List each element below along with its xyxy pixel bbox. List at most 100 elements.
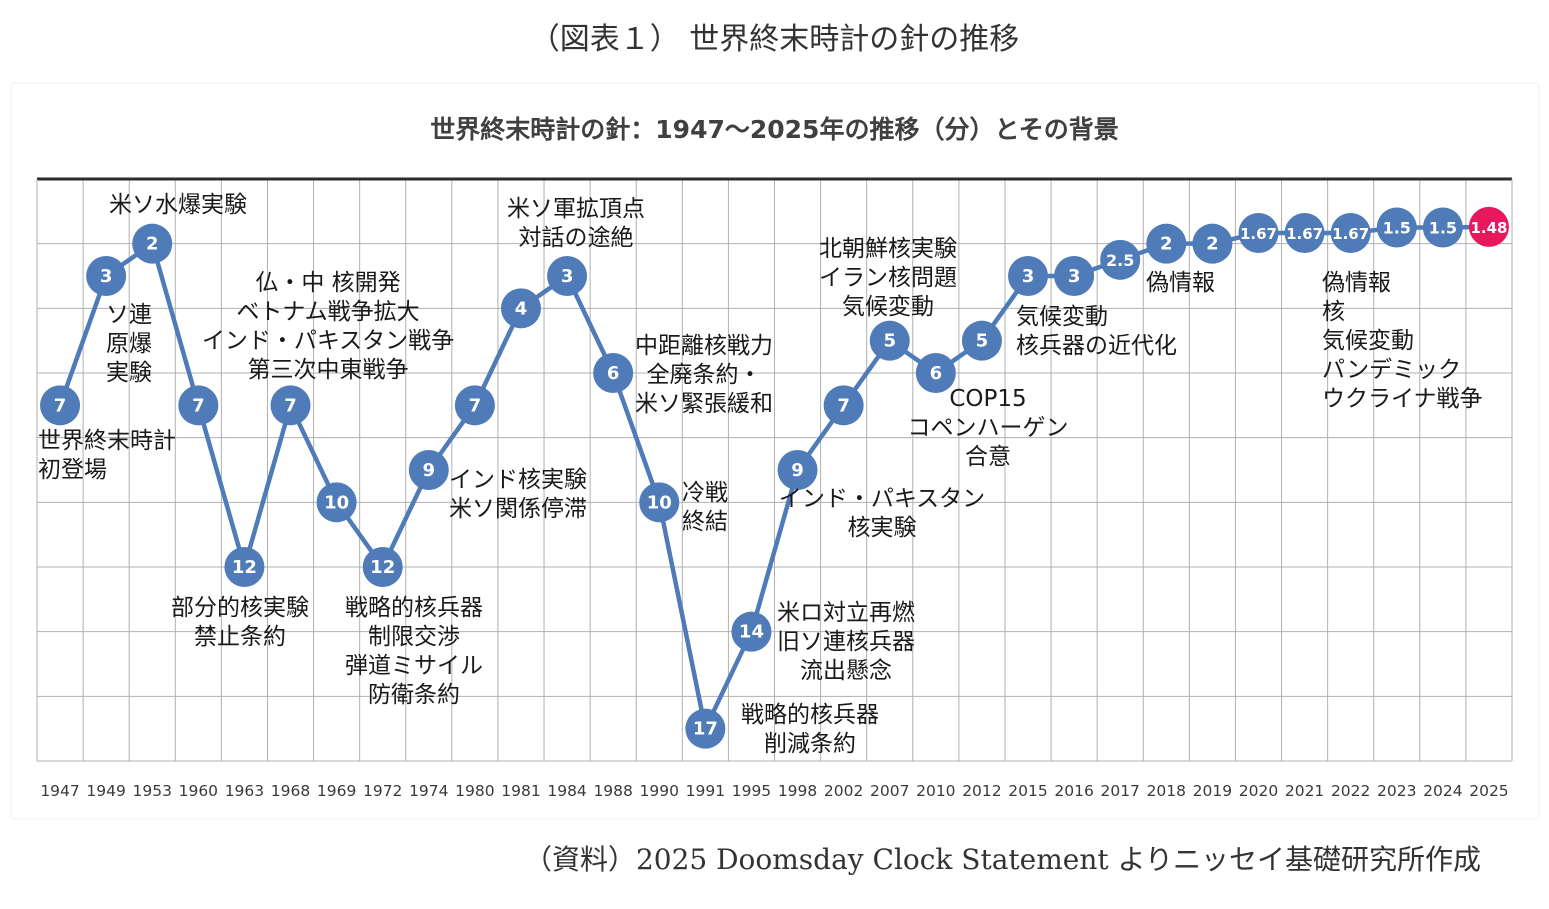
data-point xyxy=(869,320,910,361)
x-tick-label: 2016 xyxy=(1054,782,1093,800)
event-annotation-line: COP15 xyxy=(949,386,1026,412)
event-annotation: 仏・中 核開発ベトナム戦争拡大インド・パキスタン戦争第三次中東戦争 xyxy=(202,270,454,383)
data-label: 3 xyxy=(100,266,113,287)
data-label: 7 xyxy=(192,395,205,416)
event-annotation-line: 禁止条約 xyxy=(194,624,286,650)
data-point xyxy=(685,708,726,749)
event-annotation-line: 原爆 xyxy=(106,331,152,357)
event-annotation-line: コペンハーゲン xyxy=(908,415,1069,441)
event-annotation-line: 第三次中東戦争 xyxy=(248,357,409,383)
event-annotation: ソ連原爆実験 xyxy=(106,302,152,386)
event-annotation-line: 初登場 xyxy=(38,457,107,483)
x-tick-label: 1998 xyxy=(778,782,817,800)
data-point xyxy=(1008,256,1049,296)
event-annotation-line: インド核実験 xyxy=(449,467,587,493)
data-point xyxy=(1284,212,1325,253)
event-annotation: 部分的核実験禁止条約 xyxy=(171,595,309,650)
event-annotation: 中距離核戦力全廃条約・米ソ緊張緩和 xyxy=(635,333,773,417)
x-tick-label: 2017 xyxy=(1100,782,1139,800)
data-point xyxy=(178,385,219,426)
x-tick-label: 2007 xyxy=(870,782,909,800)
data-point xyxy=(1146,223,1187,264)
event-annotation-line: 対話の途絶 xyxy=(519,225,634,251)
data-label: 4 xyxy=(515,298,528,319)
event-annotation-line: ソ連 xyxy=(106,302,152,328)
data-label: 2.5 xyxy=(1106,251,1134,270)
data-point xyxy=(1100,239,1141,280)
event-annotation: 偽情報核気候変動パンデミックウクライナ戦争 xyxy=(1322,270,1483,412)
data-point xyxy=(1422,207,1463,248)
x-tick-label: 1969 xyxy=(317,782,356,800)
event-annotation-line: パンデミック xyxy=(1322,357,1461,383)
event-annotation-line: インド・パキスタン xyxy=(779,486,985,512)
data-point xyxy=(1468,206,1509,247)
event-annotation: インド核実験米ソ関係停滞 xyxy=(449,467,587,522)
data-point xyxy=(1238,212,1279,253)
x-tick-label: 1991 xyxy=(686,782,725,800)
event-annotation-line: 冷戦 xyxy=(682,480,728,506)
event-annotation-line: 気候変動 xyxy=(842,294,934,320)
event-annotation-line: ウクライナ戦争 xyxy=(1322,386,1483,412)
event-annotation-line: インド・パキスタン戦争 xyxy=(202,328,454,354)
data-label: 1.5 xyxy=(1383,219,1411,238)
event-annotation: 世界終末時計初登場 xyxy=(38,428,176,483)
x-tick-label: 2021 xyxy=(1285,782,1324,800)
event-annotation-line: 中距離核戦力 xyxy=(635,333,773,359)
data-point xyxy=(593,353,634,393)
event-annotation-line: 終結 xyxy=(682,509,728,535)
data-point xyxy=(40,385,81,426)
data-point xyxy=(639,482,680,523)
data-label: 2 xyxy=(1160,234,1173,255)
data-point xyxy=(1330,212,1371,253)
data-point xyxy=(777,450,818,490)
x-tick-label: 2024 xyxy=(1423,782,1462,800)
event-annotation-line: 削減条約 xyxy=(764,731,856,757)
x-tick-label: 1963 xyxy=(225,782,264,800)
event-annotation-line: 実験 xyxy=(106,360,152,386)
event-annotation: 戦略的核兵器制限交渉弾道ミサイル防衛条約 xyxy=(345,595,483,708)
data-point xyxy=(1054,256,1095,296)
x-tick-label: 1990 xyxy=(640,782,679,800)
data-label: 10 xyxy=(647,492,672,513)
data-point xyxy=(1376,207,1417,248)
data-label: 3 xyxy=(1068,266,1081,287)
event-annotation: COP15 コペンハーゲン合意 xyxy=(908,386,1069,470)
event-annotation-line: 流出懸念 xyxy=(800,658,892,684)
data-point xyxy=(823,385,864,426)
x-tick-label: 1949 xyxy=(86,782,125,800)
event-annotation-line: 北朝鮮核実験 xyxy=(819,236,957,262)
event-annotation-line: 核 xyxy=(1322,299,1345,325)
x-tick-label: 2020 xyxy=(1239,782,1278,800)
event-annotation: 米ソ軍拡頂点対話の途絶 xyxy=(507,196,645,251)
data-label: 14 xyxy=(739,622,764,643)
event-annotation: 北朝鮮核実験イラン核問題気候変動 xyxy=(819,236,957,320)
chart-title: 世界終末時計の針：1947～2025年の推移（分）とその背景 xyxy=(430,115,1119,144)
x-tick-label: 2010 xyxy=(916,782,955,800)
event-annotation-line: 世界終末時計 xyxy=(38,428,176,454)
event-annotation-line: 米ソ水爆実験 xyxy=(109,192,247,218)
data-point xyxy=(408,450,449,490)
x-tick-label: 1968 xyxy=(271,782,310,800)
data-label: 12 xyxy=(232,557,257,578)
data-label: 17 xyxy=(693,719,718,740)
data-point xyxy=(270,385,311,426)
x-tick-label: 2012 xyxy=(962,782,1001,800)
x-tick-label: 1974 xyxy=(409,782,448,800)
event-annotation-line: ベトナム戦争拡大 xyxy=(236,299,419,325)
figure-title: （図表１） 世界終末時計の針の推移 xyxy=(529,22,1020,57)
x-tick-label: 1947 xyxy=(40,782,79,800)
event-annotation-line: 米ソ関係停滞 xyxy=(449,496,587,522)
event-annotation-line: 制限交渉 xyxy=(368,624,460,650)
data-point xyxy=(500,288,541,329)
data-label: 1.5 xyxy=(1429,219,1457,238)
data-label: 3 xyxy=(561,266,574,287)
event-annotation-line: 米ロ対立再燃 xyxy=(777,600,915,626)
event-annotation-line: 合意 xyxy=(965,444,1011,470)
event-annotation-line: 米ソ緊張緩和 xyxy=(635,391,773,417)
source-note: （資料）2025 Doomsday Clock Statement よりニッセイ… xyxy=(523,843,1481,876)
event-annotation-line: 核実験 xyxy=(848,515,917,541)
event-annotation-line: 偽情報 xyxy=(1146,270,1215,296)
data-label: 1.67 xyxy=(1286,225,1323,243)
data-label: 9 xyxy=(423,460,436,481)
data-label: 6 xyxy=(607,363,620,384)
